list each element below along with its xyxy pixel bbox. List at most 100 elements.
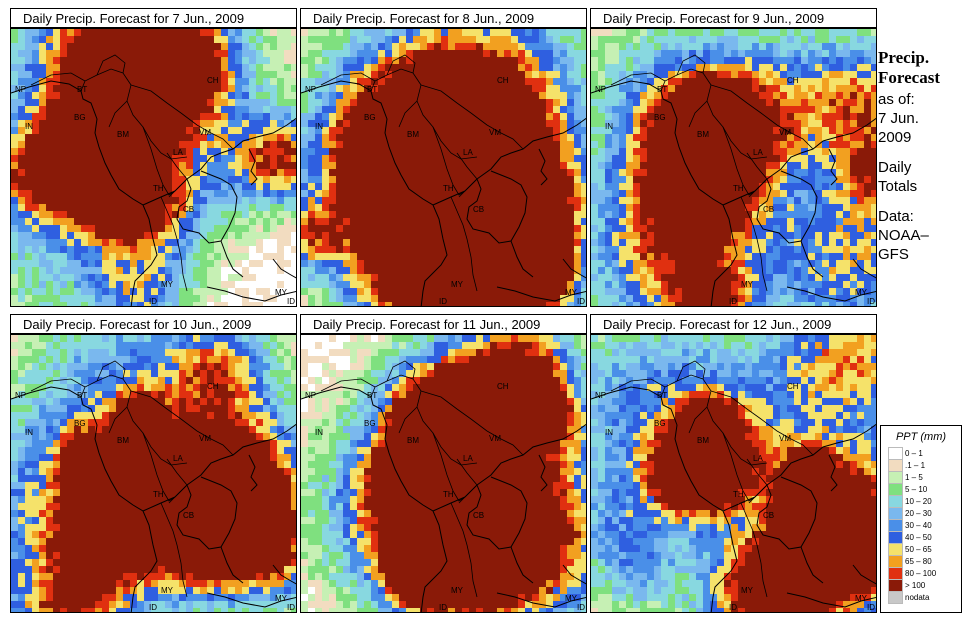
precip-cell [745,302,752,306]
precip-cell [682,50,689,57]
precip-cell [605,253,612,260]
precip-cell [591,176,598,183]
precip-cell [102,176,109,183]
precip-cell [626,99,633,106]
precip-cell [490,106,497,113]
precip-cell [322,204,329,211]
precip-cell [102,155,109,162]
precip-cell [801,169,808,176]
precip-cell [371,134,378,141]
precip-cell [249,204,256,211]
precip-cell [787,78,794,85]
precip-cell [822,225,829,232]
precip-cell [647,162,654,169]
precip-cell [455,127,462,134]
precip-cell [626,302,633,306]
precip-cell [619,225,626,232]
precip-cell [277,99,284,106]
precip-cell [724,134,731,141]
precip-cell [137,85,144,92]
precip-cell [413,92,420,99]
precip-cell [249,260,256,267]
precip-cell [640,43,647,50]
precip-cell [668,78,675,85]
precip-cell [165,295,172,302]
precip-cell [640,211,647,218]
precip-cell [130,162,137,169]
precip-cell [794,197,801,204]
precip-cell [270,50,277,57]
precip-cell [518,288,525,295]
precip-cell [95,281,102,288]
precip-cell [696,57,703,64]
precip-cell [787,43,794,50]
precip-cell [277,141,284,148]
precip-cell [675,127,682,134]
precip-cell [74,197,81,204]
precip-cell [158,29,165,36]
precip-cell [717,225,724,232]
precip-cell [350,78,357,85]
precip-cell [619,176,626,183]
precip-cell [476,225,483,232]
precip-cell [490,267,497,274]
precip-cell [567,211,574,218]
precip-cell [137,281,144,288]
precip-cell [308,50,315,57]
precip-cell [696,218,703,225]
precip-cell [11,211,18,218]
precip-cell [137,36,144,43]
precip-cell [399,36,406,43]
precip-cell [455,246,462,253]
precip-cell [179,197,186,204]
precip-cell [158,211,165,218]
precip-cell [787,183,794,190]
precip-cell [263,64,270,71]
precip-cell [738,288,745,295]
precip-cell [752,190,759,197]
precip-cell [633,127,640,134]
precip-cell [399,239,406,246]
precip-cell [829,43,836,50]
precip-cell [242,64,249,71]
forecast-panel-jun9: Daily Precip. Forecast for 9 Jun., 2009 … [590,8,877,308]
precip-cell [343,253,350,260]
precip-cell [263,99,270,106]
precip-cell [787,71,794,78]
precip-cell [434,120,441,127]
precip-cell [717,127,724,134]
precip-cell [759,302,766,306]
precip-cell [504,78,511,85]
precip-cell [598,211,605,218]
precip-cell [32,288,39,295]
precip-cell [864,99,871,106]
precip-cell [284,134,291,141]
precip-cell [11,267,18,274]
precip-cell [539,232,546,239]
precip-cell [357,218,364,225]
precip-cell [364,239,371,246]
precip-cell [214,127,221,134]
precip-cell [619,106,626,113]
precip-cell [483,274,490,281]
precip-cell [696,148,703,155]
precip-cell [95,134,102,141]
precip-cell [130,274,137,281]
precip-cell [151,267,158,274]
precip-cell [794,267,801,274]
precip-cell [392,232,399,239]
precip-cell [546,288,553,295]
precip-cell [759,85,766,92]
precip-cell [504,281,511,288]
precip-cell [350,169,357,176]
precip-cell [270,190,277,197]
precip-cell [158,169,165,176]
precip-cell [284,50,291,57]
precip-cell [661,260,668,267]
precip-cell [88,211,95,218]
precip-cell [745,267,752,274]
precip-cell [567,169,574,176]
precip-cell [256,71,263,78]
precip-cell [301,288,308,295]
precip-cell [591,36,598,43]
